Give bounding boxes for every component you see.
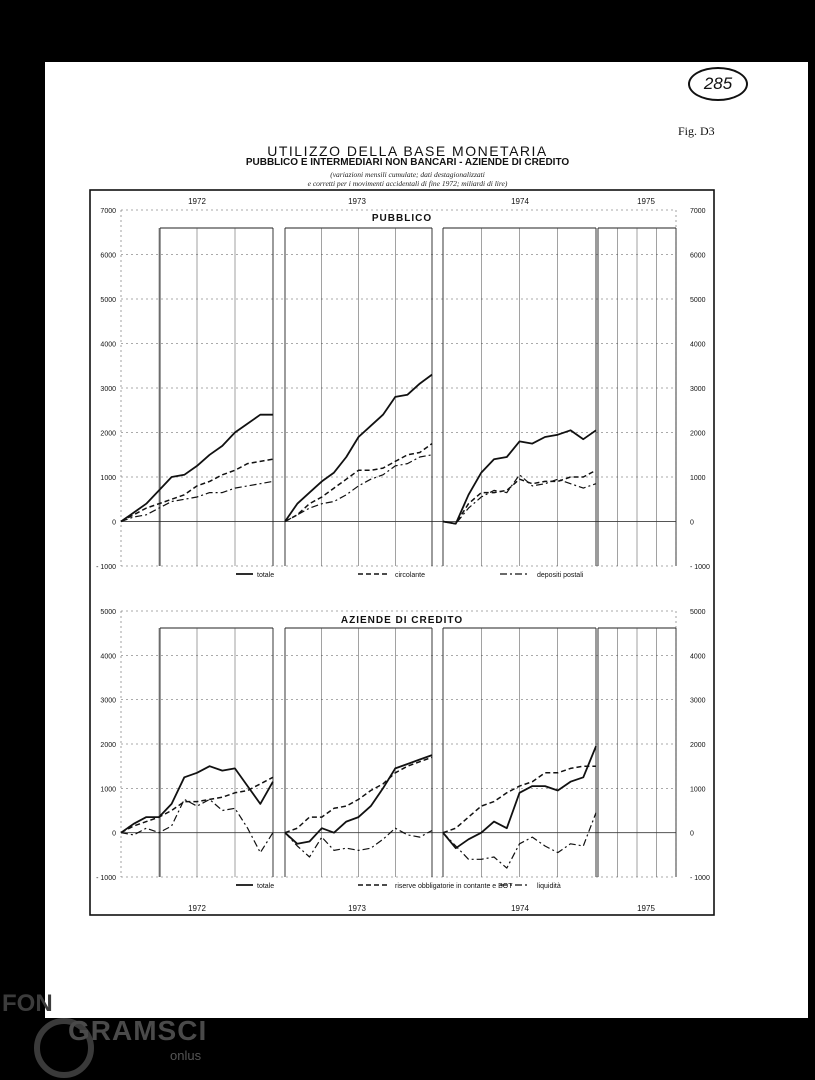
page-number-stamp: 285 (688, 67, 748, 101)
y-tick-label-right: 0 (690, 831, 694, 838)
y-tick-label-right: 1000 (690, 475, 706, 482)
series-line-dashdot (284, 827, 433, 858)
y-tick-label-left: 2000 (100, 431, 116, 438)
series-line-solid (284, 754, 433, 845)
y-tick-label-left: 4000 (100, 342, 116, 349)
series-line-dashdot (120, 480, 274, 523)
y-tick-label-left: 5000 (100, 297, 116, 304)
y-tick-label-right: 7000 (690, 208, 706, 215)
y-tick-label-left: 3000 (100, 698, 116, 705)
year-label: 1973 (348, 197, 366, 206)
y-tick-label-left: 3000 (100, 386, 116, 393)
panel-pubblico: 7000 7000 6000 6000 5000 5000 4000 4000 3000 3000… (96, 197, 710, 579)
series-line-dashdot (442, 474, 597, 525)
y-tick-label-right: 1000 (690, 786, 706, 793)
year-label: 1972 (188, 904, 206, 913)
year-label: 1972 (188, 197, 206, 206)
series-line-solid (442, 745, 597, 850)
legend-label: totale (257, 883, 274, 890)
y-tick-label-right: 4000 (690, 342, 706, 349)
y-tick-label-right: 6000 (690, 253, 706, 260)
y-tick-label-left: 5000 (100, 609, 116, 616)
year-label: 1975 (637, 197, 655, 206)
legend-label: liquidità (537, 883, 561, 890)
legend-label: totale (257, 572, 274, 579)
y-tick-label-left: - 1000 (96, 875, 116, 882)
year-label: 1974 (511, 904, 529, 913)
y-tick-label-right: 2000 (690, 431, 706, 438)
y-tick-label-left: 6000 (100, 253, 116, 260)
watermark-onlus: onlus (170, 1048, 202, 1063)
series-line-solid (284, 373, 433, 523)
y-tick-label-left: 4000 (100, 653, 116, 660)
year-label: 1973 (348, 904, 366, 913)
year-label: 1974 (511, 197, 529, 206)
series-line-dashed (442, 469, 597, 525)
y-tick-label-right: 5000 (690, 297, 706, 304)
gramsci-logo-ring (34, 1018, 94, 1078)
chart-note-line2: e corretti per i movimenti accidentali d… (307, 179, 508, 188)
y-tick-label-right: - 1000 (690, 564, 710, 571)
series-line-solid (120, 765, 274, 834)
y-tick-label-right: 4000 (690, 653, 706, 660)
figure-label: Fig. D3 (678, 124, 715, 138)
legend-label: depositi postali (537, 572, 584, 579)
series-line-solid (120, 413, 273, 523)
legend-label: circolante (395, 572, 425, 579)
y-tick-label-right: 3000 (690, 698, 706, 705)
chart-subtitle: PUBBLICO E INTERMEDIARI NON BANCARI - AZ… (245, 157, 570, 168)
panel-title: PUBBLICO (372, 213, 432, 224)
y-tick-label-right: 0 (690, 520, 694, 527)
series-line-solid (442, 429, 597, 525)
series-line-dashdot (284, 454, 433, 523)
y-tick-label-right: 2000 (690, 742, 706, 749)
y-tick-label-left: 2000 (100, 742, 116, 749)
y-tick-label-left: 1000 (100, 786, 116, 793)
panel-aziende-di-credito: 5000 5000 4000 4000 3000 3000 2000 2000 1000 1000… (96, 609, 710, 913)
y-tick-label-left: 0 (112, 520, 116, 527)
y-tick-label-right: 5000 (690, 609, 706, 616)
series-line-dashdot (120, 798, 274, 854)
year-label: 1975 (637, 904, 655, 913)
series-line-dashed (284, 756, 433, 834)
legend-label: riserve obbligatorie in contante e BOT (395, 883, 513, 890)
series-line-dashdot (442, 812, 597, 869)
y-tick-label-right: - 1000 (690, 875, 710, 882)
panel-title: AZIENDE DI CREDITO (341, 615, 463, 626)
series-line-dashed (284, 442, 433, 523)
series-line-dashed (120, 458, 274, 523)
outer-frame (89, 189, 715, 916)
watermark-fond: FON (2, 990, 53, 1017)
y-tick-label-left: - 1000 (96, 564, 116, 571)
watermark-gramsci: GRAMSCI (68, 1015, 208, 1046)
series-line-dashed (120, 776, 274, 834)
y-tick-label-left: 7000 (100, 208, 116, 215)
paper-page (45, 62, 808, 1018)
chart-note-line1: (variazioni mensili cumulate; dati desta… (330, 170, 485, 179)
y-tick-label-right: 3000 (690, 386, 706, 393)
chart-title: UTILIZZO DELLA BASE MONETARIA (267, 143, 548, 159)
y-tick-label-left: 0 (112, 831, 116, 838)
y-tick-label-left: 1000 (100, 475, 116, 482)
series-line-dashed (442, 765, 596, 834)
